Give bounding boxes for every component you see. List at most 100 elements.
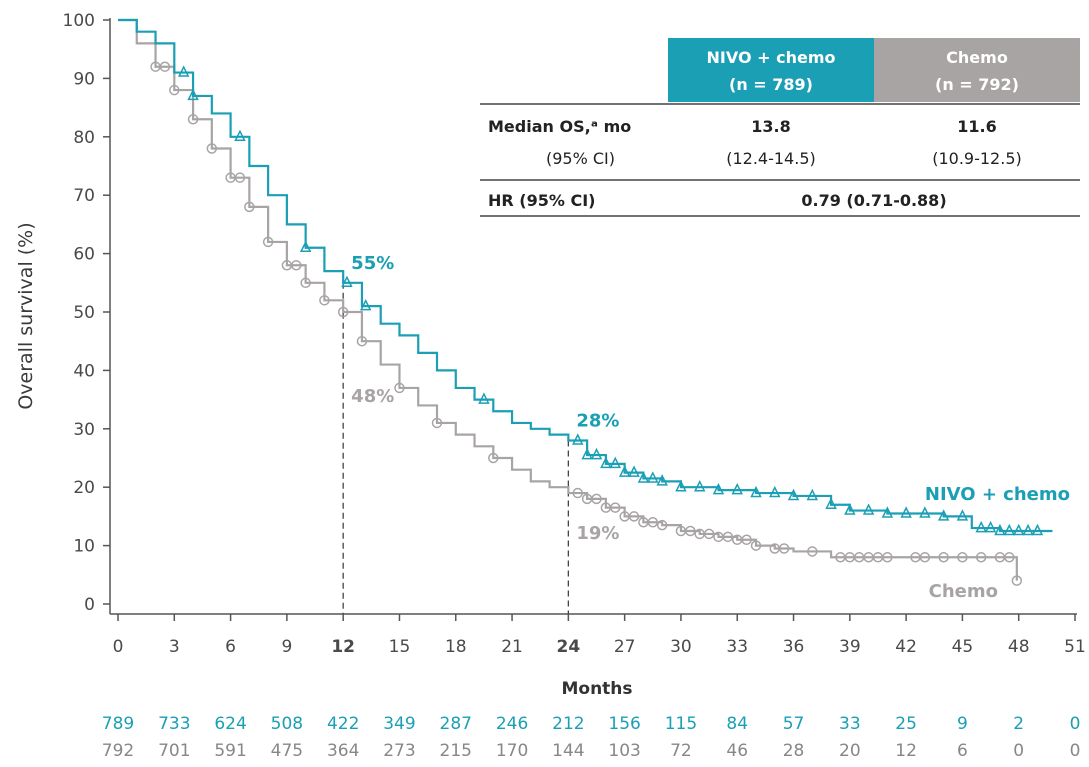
censor-mark-nivo [806,488,819,501]
censor-mark-chemo [337,306,349,318]
at-risk-chemo-value: 103 [608,741,640,761]
x-tick-label: 39 [839,637,861,657]
survival-curves [118,18,1053,581]
censor-mark-nivo [731,482,743,495]
censor-mark-nivo [787,488,800,501]
censor-mark-nivo [341,275,353,288]
censor-mark-chemo [244,201,255,213]
x-tick-label: 21 [501,637,523,657]
censor-mark-nivo [956,509,969,521]
x-tick-label: 48 [1008,637,1030,657]
censor-mark-chemo [394,382,405,394]
censor-mark-nivo [881,506,894,518]
x-tick-label: 33 [726,637,748,657]
table-hr-label: HR (95% CI) [488,191,595,210]
at-risk-nivo-value: 246 [496,714,528,734]
curve-chemo [118,18,1018,581]
censor-mark-nivo [1012,523,1025,536]
y-tick-label: 60 [73,245,95,265]
x-tick-label: 24 [557,637,581,657]
y-tick-label: 40 [73,361,95,381]
censor-mark-nivo [600,456,612,469]
censor-mark-nivo [919,506,931,518]
censor-mark-nivo [984,520,997,533]
y-tick-label: 50 [73,303,95,323]
x-tick-label: 45 [952,637,974,657]
table-row-median-nivo: 13.8 [751,117,790,136]
at-risk-nivo-value: 156 [608,714,640,734]
table-header-nivo-bg [668,38,874,102]
table-row-ci-label: (95% CI) [546,149,615,168]
censor-mark-nivo [581,447,593,460]
censor-mark-nivo [862,503,875,515]
censor-mark-nivo [656,474,668,486]
censor-mark-nivo [590,447,603,460]
at-risk-nivo-value: 33 [839,714,861,734]
at-risk-nivo-value: 212 [552,714,584,734]
x-tick-label: 6 [225,637,236,657]
censor-mark-nivo [618,465,631,477]
censor-mark-chemo [159,61,171,72]
at-risk-nivo-value: 349 [383,714,415,734]
censor-mark-chemo [975,552,987,563]
censor-mark-nivo [712,482,725,495]
table-row-ci-nivo: (12.4-14.5) [726,149,816,168]
censor-mark-nivo [637,471,650,483]
censor-mark-nivo [693,480,706,492]
censor-mark-nivo [750,485,762,498]
censor-mark-chemo [750,540,762,551]
censor-mark-chemo [610,502,621,513]
table-row-median-label: Median OS,ᵃ mo [488,117,631,136]
x-tick-label: 27 [614,637,636,657]
censor-mark-nivo [609,456,621,469]
x-tick-label: 12 [331,637,355,657]
curve-nivo [118,18,1053,533]
censor-mark-chemo [722,531,734,543]
table-row-ci-chemo: (10.9-12.5) [932,149,1022,168]
censor-mark-chemo [572,487,583,499]
censor-marks [150,61,1044,586]
table-header-nivo-line1: NIVO + chemo [707,48,836,67]
censor-mark-nivo [844,503,856,515]
table-header-chemo-line2: (n = 792) [935,75,1019,94]
at-risk-chemo-value: 46 [726,741,748,761]
at-risk-nivo-value: 2 [1013,714,1024,734]
y-tick-label: 0 [84,595,95,615]
at-risk-chemo-value: 72 [670,741,692,761]
censor-mark-nivo [359,298,372,311]
censor-mark-chemo [300,277,311,289]
y-tick-label: 20 [73,478,95,498]
table-header-chemo-line1: Chemo [946,48,1008,67]
censor-mark-nivo [825,497,837,509]
percent-label-nivo: 55% [351,253,394,274]
at-risk-nivo-value: 287 [440,714,472,734]
at-risk-nivo-value: 508 [271,714,303,734]
at-risk-chemo-value: 12 [895,741,917,761]
censor-mark-nivo [994,523,1006,536]
censor-mark-nivo [647,471,659,483]
at-risk-chemo-value: 792 [102,741,134,761]
x-tick-label: 3 [169,637,180,657]
censor-mark-chemo [291,260,302,271]
x-tick-label: 15 [389,637,411,657]
x-tick-label: 36 [783,637,805,657]
censor-mark-nivo [177,65,190,77]
at-risk-chemo-value: 6 [957,741,968,761]
censor-mark-nivo [299,240,312,253]
reference-lines [342,282,570,614]
censor-mark-chemo [319,295,330,306]
y-tick-label: 80 [73,128,95,148]
y-tick-label: 90 [73,69,95,89]
censor-mark-chemo [262,236,274,248]
series-label-nivo: NIVO + chemo [925,484,1070,505]
x-tick-label: 18 [445,637,467,657]
x-tick-label: 51 [1064,637,1086,657]
censor-mark-chemo [685,525,696,537]
y-tick-label: 70 [73,186,95,206]
at-risk-chemo-value: 475 [271,741,303,761]
at-risk-chemo-value: 0 [1013,741,1024,761]
x-tick-label: 9 [281,637,292,657]
x-tick-label: 42 [895,637,917,657]
percent-annotations: 55% 48% 28% 19% [351,253,619,544]
